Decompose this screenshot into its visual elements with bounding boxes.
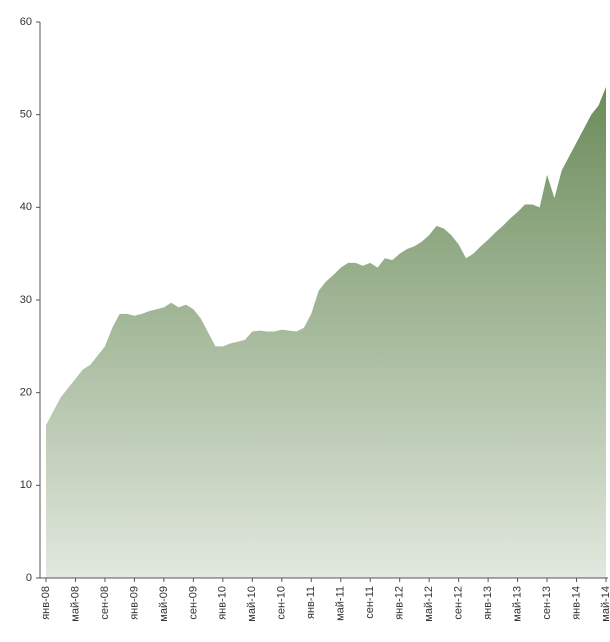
y-tick-label: 50 — [20, 109, 32, 121]
x-tick-label: янв-10 — [217, 586, 229, 620]
x-tick-label: май-11 — [335, 586, 347, 621]
x-tick-label: май-08 — [69, 586, 81, 622]
x-tick-label: сен-13 — [541, 586, 553, 620]
y-tick-label: 10 — [20, 479, 32, 491]
x-tick-label: май-09 — [158, 586, 170, 622]
y-tick-label: 30 — [20, 294, 32, 306]
x-tick-label: сен-12 — [453, 586, 465, 620]
x-tick-label: янв-08 — [40, 586, 52, 620]
x-tick-label: сен-11 — [364, 586, 376, 619]
x-tick-label: сен-10 — [276, 586, 288, 620]
y-tick-label: 20 — [20, 387, 32, 399]
x-tick-label: янв-09 — [128, 586, 140, 620]
x-tick-label: май-10 — [246, 586, 258, 622]
y-tick-label: 60 — [20, 16, 32, 28]
x-tick-label: янв-12 — [394, 586, 406, 620]
x-tick-label: май-13 — [511, 586, 523, 622]
y-tick-label: 0 — [26, 572, 32, 584]
x-tick-label: янв-11 — [305, 586, 317, 619]
x-tick-label: май-14 — [600, 586, 610, 622]
x-tick-label: сен-09 — [187, 586, 199, 620]
area — [46, 86, 606, 578]
x-tick-label: янв-14 — [570, 586, 582, 620]
x-tick-label: янв-13 — [482, 586, 494, 620]
y-tick-label: 40 — [20, 201, 32, 213]
x-tick-label: сен-08 — [99, 586, 111, 620]
x-tick-label: май-12 — [423, 586, 435, 622]
